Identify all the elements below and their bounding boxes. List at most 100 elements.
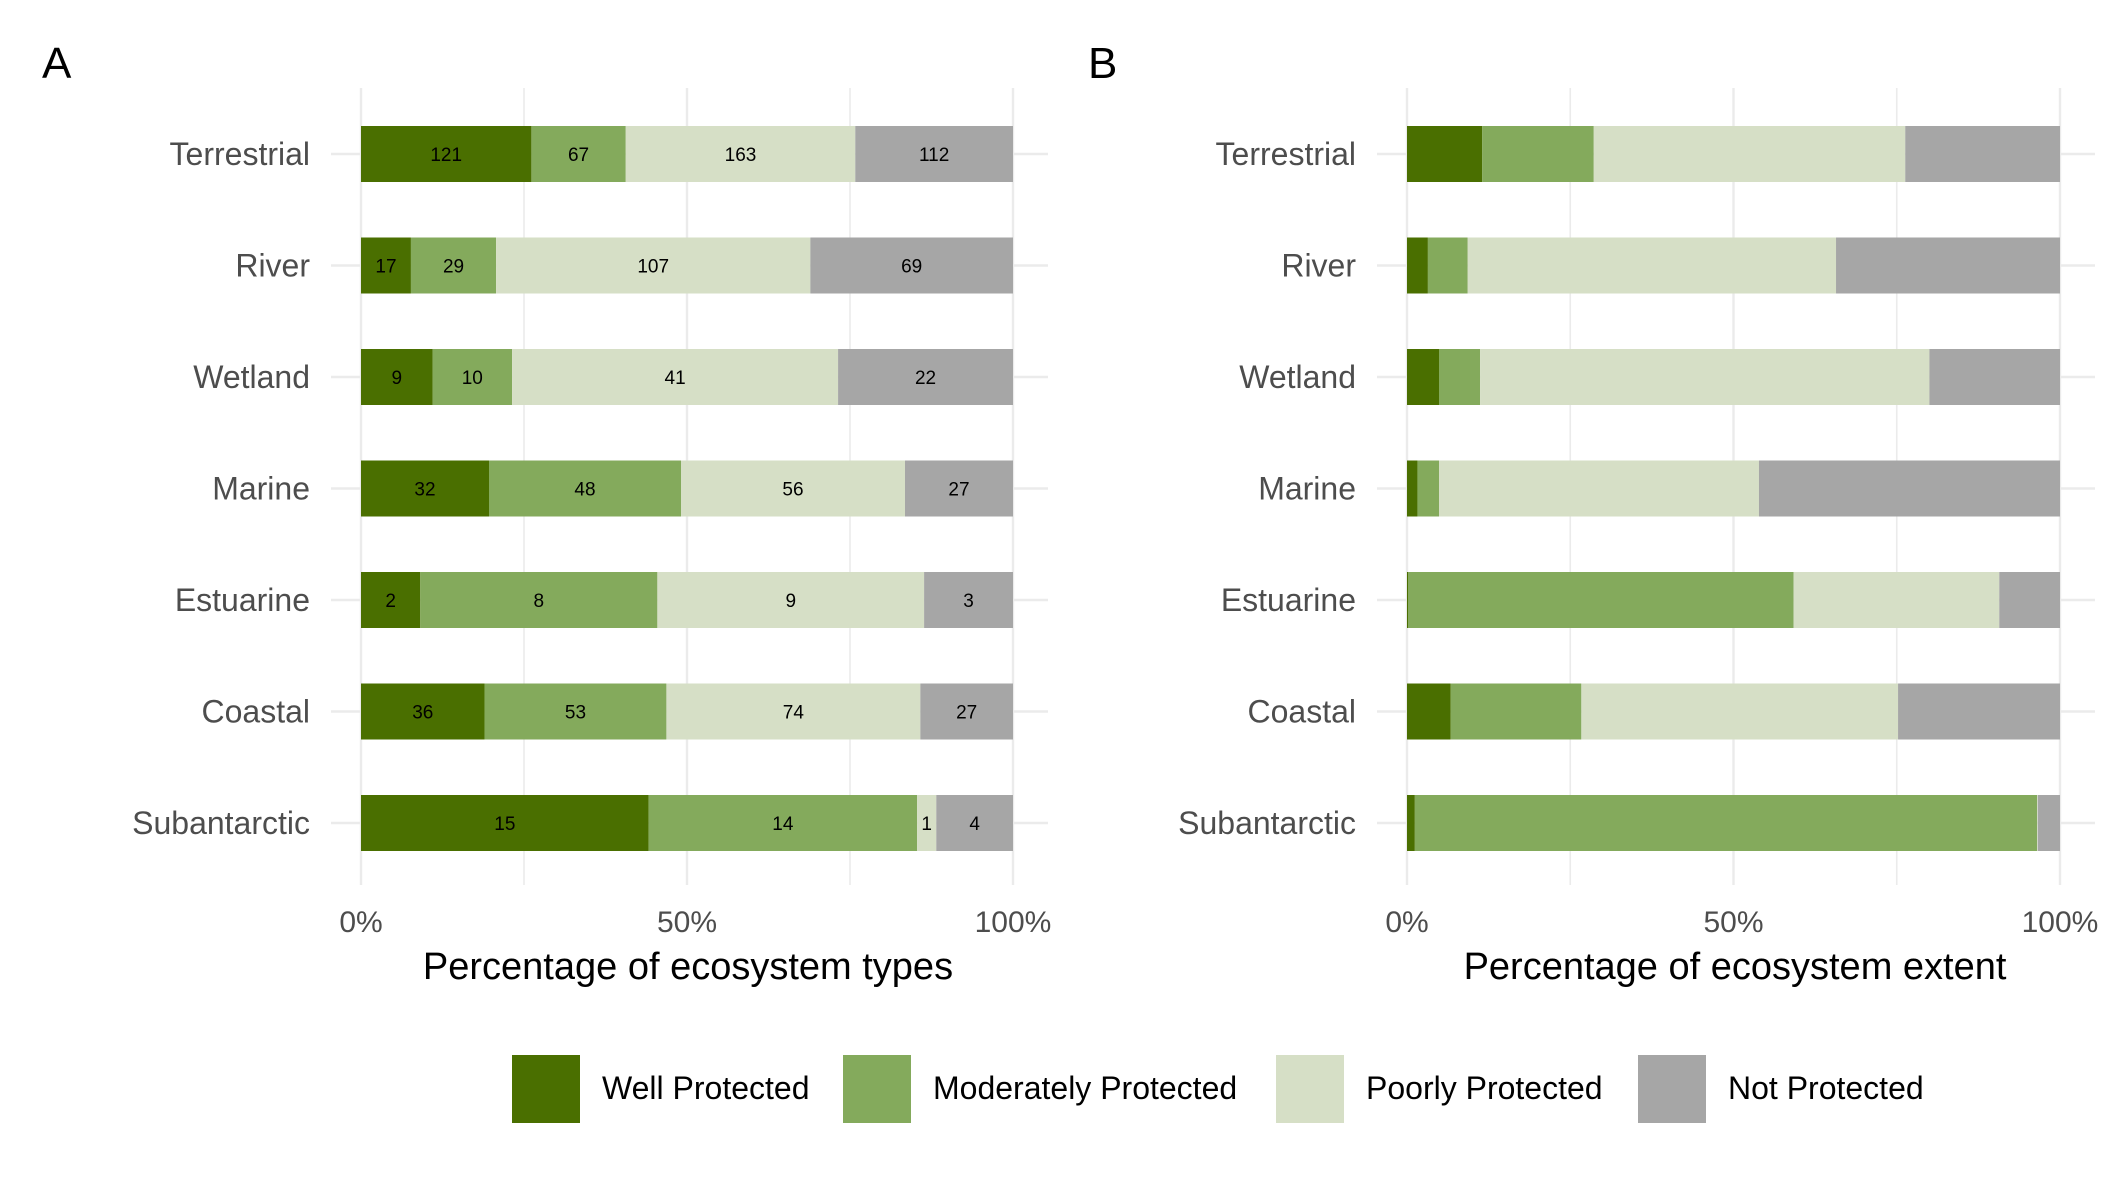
legend-label-well-protected: Well Protected <box>602 1070 810 1106</box>
panel-b-bar-moderately-protected-subantarctic <box>1414 795 2038 851</box>
panel-a-data-label: 1 <box>921 814 932 835</box>
panel-b-bar-poorly-protected-wetland <box>1480 349 1930 405</box>
panel-a-x-tick-label: 100% <box>975 906 1052 939</box>
panel-a-bar-well-protected-terrestrial <box>361 126 532 182</box>
panel-a-data-label: 2 <box>385 591 396 612</box>
legend-label-poorly-protected: Poorly Protected <box>1366 1070 1603 1106</box>
panel-a-bar-poorly-protected-coastal <box>666 683 921 740</box>
panel-a-x-axis-title: Percentage of ecosystem types <box>423 946 953 988</box>
panel-a-bar-poorly-protected-river <box>496 237 811 294</box>
panel-a-bar-not-protected-river <box>810 237 1013 294</box>
panel-b-tag: B <box>1088 39 1117 88</box>
panel-b-bar-poorly-protected-marine <box>1438 460 1759 517</box>
panel-a-bar-moderately-protected-marine <box>489 460 681 517</box>
panel-a-bar-moderately-protected-estuarine <box>420 572 658 628</box>
panel-b-bar-moderately-protected-marine <box>1417 460 1439 517</box>
panel-a-data-label: 22 <box>915 368 936 389</box>
panel-a-bar-poorly-protected-terrestrial <box>625 126 856 182</box>
panel-a-bar-not-protected-wetland <box>838 349 1013 405</box>
panel-b-category-label-estuarine: Estuarine <box>1221 582 1356 618</box>
panel-b-category-label-subantarctic: Subantarctic <box>1178 805 1356 841</box>
panel-b-bar-not-protected-subantarctic <box>2037 795 2060 851</box>
panel-b-bar-well-protected-estuarine <box>1407 572 1409 628</box>
panel-a-data-label: 27 <box>956 703 977 724</box>
panel-a-tag: A <box>42 39 72 88</box>
panel-b-bar-not-protected-terrestrial <box>1905 126 2060 182</box>
panel-b-chart: 0% 50% 100% Terrestrial River Wetland Marine Es… <box>1178 88 2098 939</box>
panel-b-bar-moderately-protected-coastal <box>1450 683 1582 740</box>
legend: Well Protected Moderately Protected Poor… <box>512 1055 1924 1123</box>
panel-b-bar-poorly-protected-terrestrial <box>1593 126 1906 182</box>
panel-a-bar-moderately-protected-river <box>410 237 497 294</box>
panel-a-bar-not-protected-marine <box>905 460 1013 517</box>
legend-swatch-poorly-protected <box>1276 1055 1344 1123</box>
panel-b-category-label-terrestrial: Terrestrial <box>1216 136 1356 172</box>
panel-b-category-label-wetland: Wetland <box>1239 359 1356 395</box>
panel-a-bar-moderately-protected-subantarctic <box>648 795 918 851</box>
legend-label-not-protected: Not Protected <box>1728 1070 1924 1106</box>
legend-swatch-well-protected <box>512 1055 580 1123</box>
panel-a-bar-well-protected-subantarctic <box>361 795 649 851</box>
panel-a-data-label: 3 <box>963 591 974 612</box>
panel-b-category-label-coastal: Coastal <box>1248 694 1357 730</box>
panel-a-bar-well-protected-estuarine <box>361 572 421 628</box>
panel-a-bar-poorly-protected-wetland <box>512 349 839 405</box>
panel-b-x-tick-label: 50% <box>1703 906 1763 939</box>
panel-a-data-label: 9 <box>785 591 796 612</box>
panel-b-x-tick-label: 0% <box>1385 906 1428 939</box>
panel-a-category-label-marine: Marine <box>212 471 310 507</box>
panel-a-data-label: 74 <box>783 703 805 724</box>
panel-b-bar-well-protected-wetland <box>1407 349 1439 405</box>
panel-a-data-label: 112 <box>919 145 949 166</box>
panel-a-data-label: 41 <box>665 368 686 389</box>
panel-a-bar-not-protected-coastal <box>920 683 1013 740</box>
panel-a-data-label: 36 <box>412 703 433 724</box>
panel-b-bar-poorly-protected-coastal <box>1581 683 1899 740</box>
panel-a-data-label: 10 <box>462 368 483 389</box>
panel-a-data-label: 121 <box>430 145 462 166</box>
panel-a-data-label: 107 <box>637 257 669 278</box>
panel-b-category-label-river: River <box>1281 248 1356 284</box>
panel-a-data-label: 9 <box>391 368 402 389</box>
panel-a-x-tick-label: 0% <box>339 906 382 939</box>
panel-a-bar-poorly-protected-estuarine <box>657 572 925 628</box>
panel-a-data-label: 163 <box>725 145 757 166</box>
panel-a-category-label-coastal: Coastal <box>202 694 311 730</box>
panel-b-bar-well-protected-marine <box>1407 460 1418 517</box>
panel-a-bar-poorly-protected-marine <box>681 460 905 517</box>
panel-a-category-label-estuarine: Estuarine <box>175 582 310 618</box>
panel-a-x-tick-label: 50% <box>657 906 717 939</box>
panel-b-bar-moderately-protected-estuarine <box>1408 572 1794 628</box>
legend-label-moderately-protected: Moderately Protected <box>933 1070 1237 1106</box>
panel-a-bar-not-protected-terrestrial <box>855 126 1013 182</box>
panel-b-x-axis-title: Percentage of ecosystem extent <box>1464 946 2007 988</box>
panel-b-bar-not-protected-coastal <box>1898 683 2060 740</box>
panel-b-bar-poorly-protected-river <box>1467 237 1837 294</box>
panel-a-category-label-river: River <box>235 248 310 284</box>
panel-a-category-label-subantarctic: Subantarctic <box>132 805 310 841</box>
panel-a-bar-well-protected-wetland <box>361 349 433 405</box>
panel-b-bar-poorly-protected-subantarctic <box>2037 795 2038 851</box>
panel-a-data-label: 14 <box>772 814 794 835</box>
panel-b-bar-well-protected-coastal <box>1407 683 1451 740</box>
panel-b-bar-poorly-protected-estuarine <box>1793 572 2000 628</box>
panel-b-bar-not-protected-river <box>1836 237 2060 294</box>
panel-a-bar-well-protected-river <box>361 237 411 294</box>
panel-b-bar-moderately-protected-wetland <box>1438 349 1481 405</box>
panel-a-bar-moderately-protected-terrestrial <box>531 126 626 182</box>
panel-a-data-label: 29 <box>443 257 464 278</box>
panel-b-bar-not-protected-marine <box>1758 460 2060 517</box>
panel-a-bar-well-protected-marine <box>361 460 489 517</box>
panel-a-data-label: 69 <box>901 257 922 278</box>
panel-b-bar-moderately-protected-river <box>1427 237 1468 294</box>
panel-a-data-label: 67 <box>568 145 589 166</box>
panel-a-bar-moderately-protected-wetland <box>432 349 513 405</box>
panel-a-bar-poorly-protected-subantarctic <box>917 795 937 851</box>
panel-a-bar-not-protected-subantarctic <box>936 795 1013 851</box>
panel-a-data-label: 4 <box>969 814 980 835</box>
panel-b-bar-not-protected-wetland <box>1929 349 2060 405</box>
panel-a-data-label: 32 <box>414 480 435 501</box>
panel-a-bar-well-protected-coastal <box>361 683 485 740</box>
